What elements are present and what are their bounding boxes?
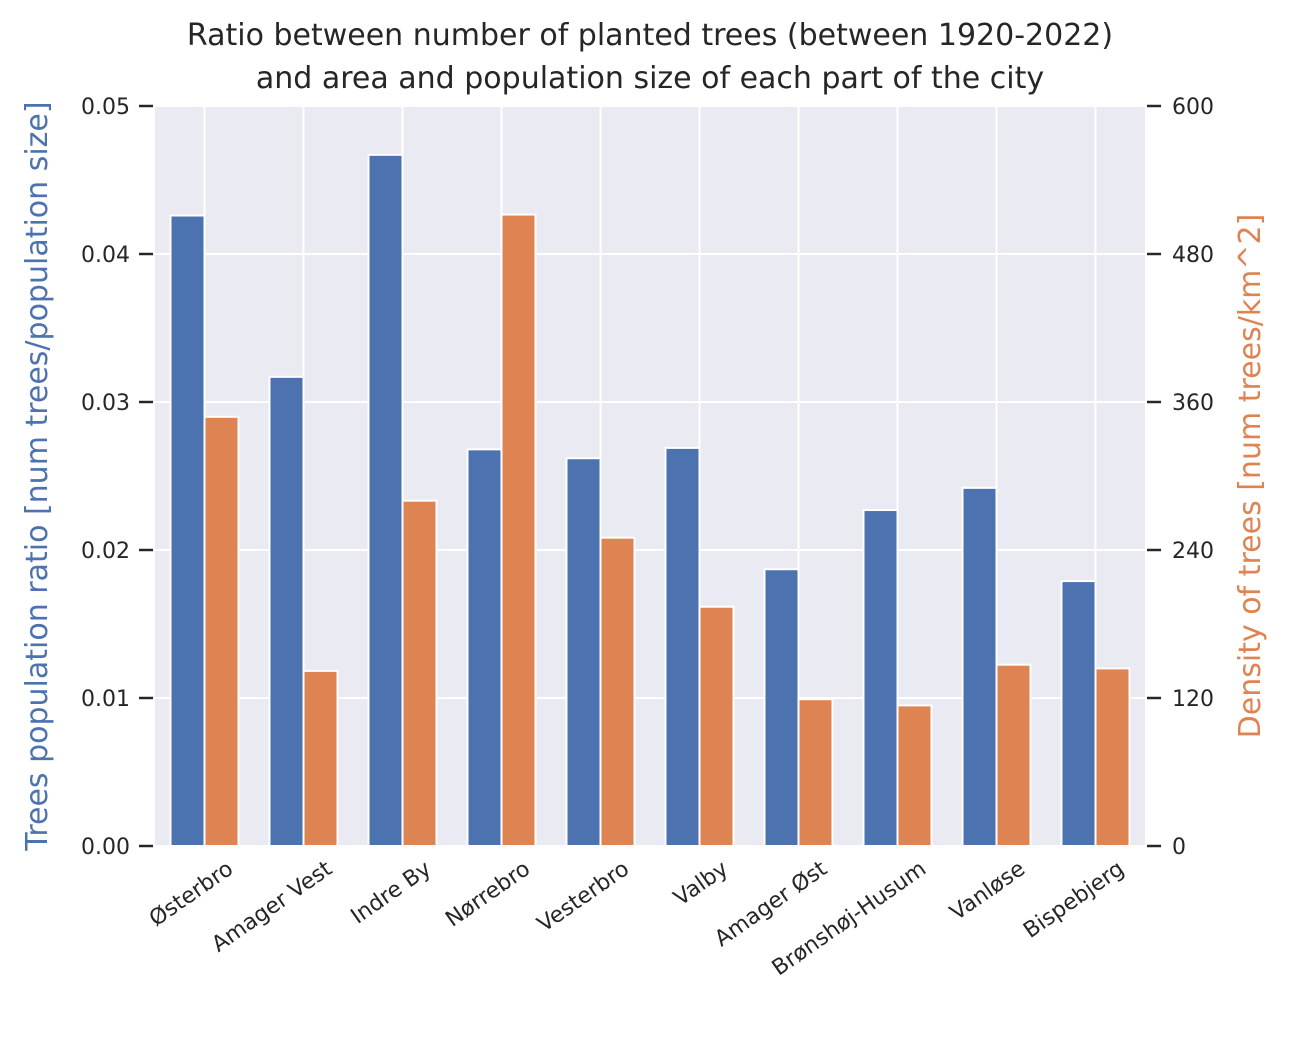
bar-density: [698, 605, 735, 847]
category-label: Nørrebro: [441, 856, 535, 932]
bar-density: [599, 536, 636, 848]
chart-title-line-1: Ratio between number of planted trees (b…: [187, 18, 1113, 53]
bar-density: [302, 669, 339, 847]
right-tick-label: 240: [1172, 539, 1214, 564]
bar-density: [500, 213, 537, 848]
right-tick-label: 600: [1172, 95, 1214, 120]
bar-density: [896, 704, 933, 848]
category-label: Østerbro: [145, 856, 238, 932]
y-axis-label-left: Trees population ratio [num trees/popula…: [20, 101, 55, 851]
bar-population-ratio: [664, 446, 701, 847]
bar-population-ratio: [466, 448, 503, 847]
category-label: Bispebjerg: [1019, 856, 1129, 943]
chart-title-line-2: and area and population size of each par…: [256, 61, 1044, 96]
bars: [169, 153, 1131, 848]
category-label: Vesterbro: [533, 856, 634, 937]
bar-population-ratio: [565, 457, 602, 847]
bar-population-ratio: [169, 214, 206, 847]
bar-population-ratio: [961, 486, 998, 847]
bar-population-ratio: [763, 568, 800, 847]
left-tick-label: 0.00: [81, 835, 130, 860]
left-tick-label: 0.01: [81, 687, 130, 712]
bar-population-ratio: [268, 375, 305, 847]
bar-density: [1094, 667, 1131, 848]
right-tick-label: 480: [1172, 243, 1214, 268]
right-tick-label: 360: [1172, 391, 1214, 416]
right-tick-label: 0: [1172, 835, 1186, 860]
bar-population-ratio: [1060, 580, 1097, 848]
bar-population-ratio: [367, 153, 404, 847]
bar-density: [995, 663, 1032, 848]
left-tick-label: 0.04: [81, 243, 130, 268]
category-label: Vanløse: [946, 856, 1030, 925]
category-label: Indre By: [347, 856, 436, 929]
y-axis-label-right: Density of trees [num trees/km^2]: [1233, 214, 1268, 739]
bar-density: [797, 698, 834, 847]
right-tick-label: 120: [1172, 687, 1214, 712]
left-tick-label: 0.02: [81, 539, 130, 564]
category-label: Valby: [670, 856, 733, 911]
bar-density: [401, 499, 438, 847]
left-tick-label: 0.05: [81, 95, 130, 120]
bar-density: [203, 415, 240, 847]
bar-population-ratio: [862, 509, 899, 847]
left-tick-label: 0.03: [81, 391, 130, 416]
